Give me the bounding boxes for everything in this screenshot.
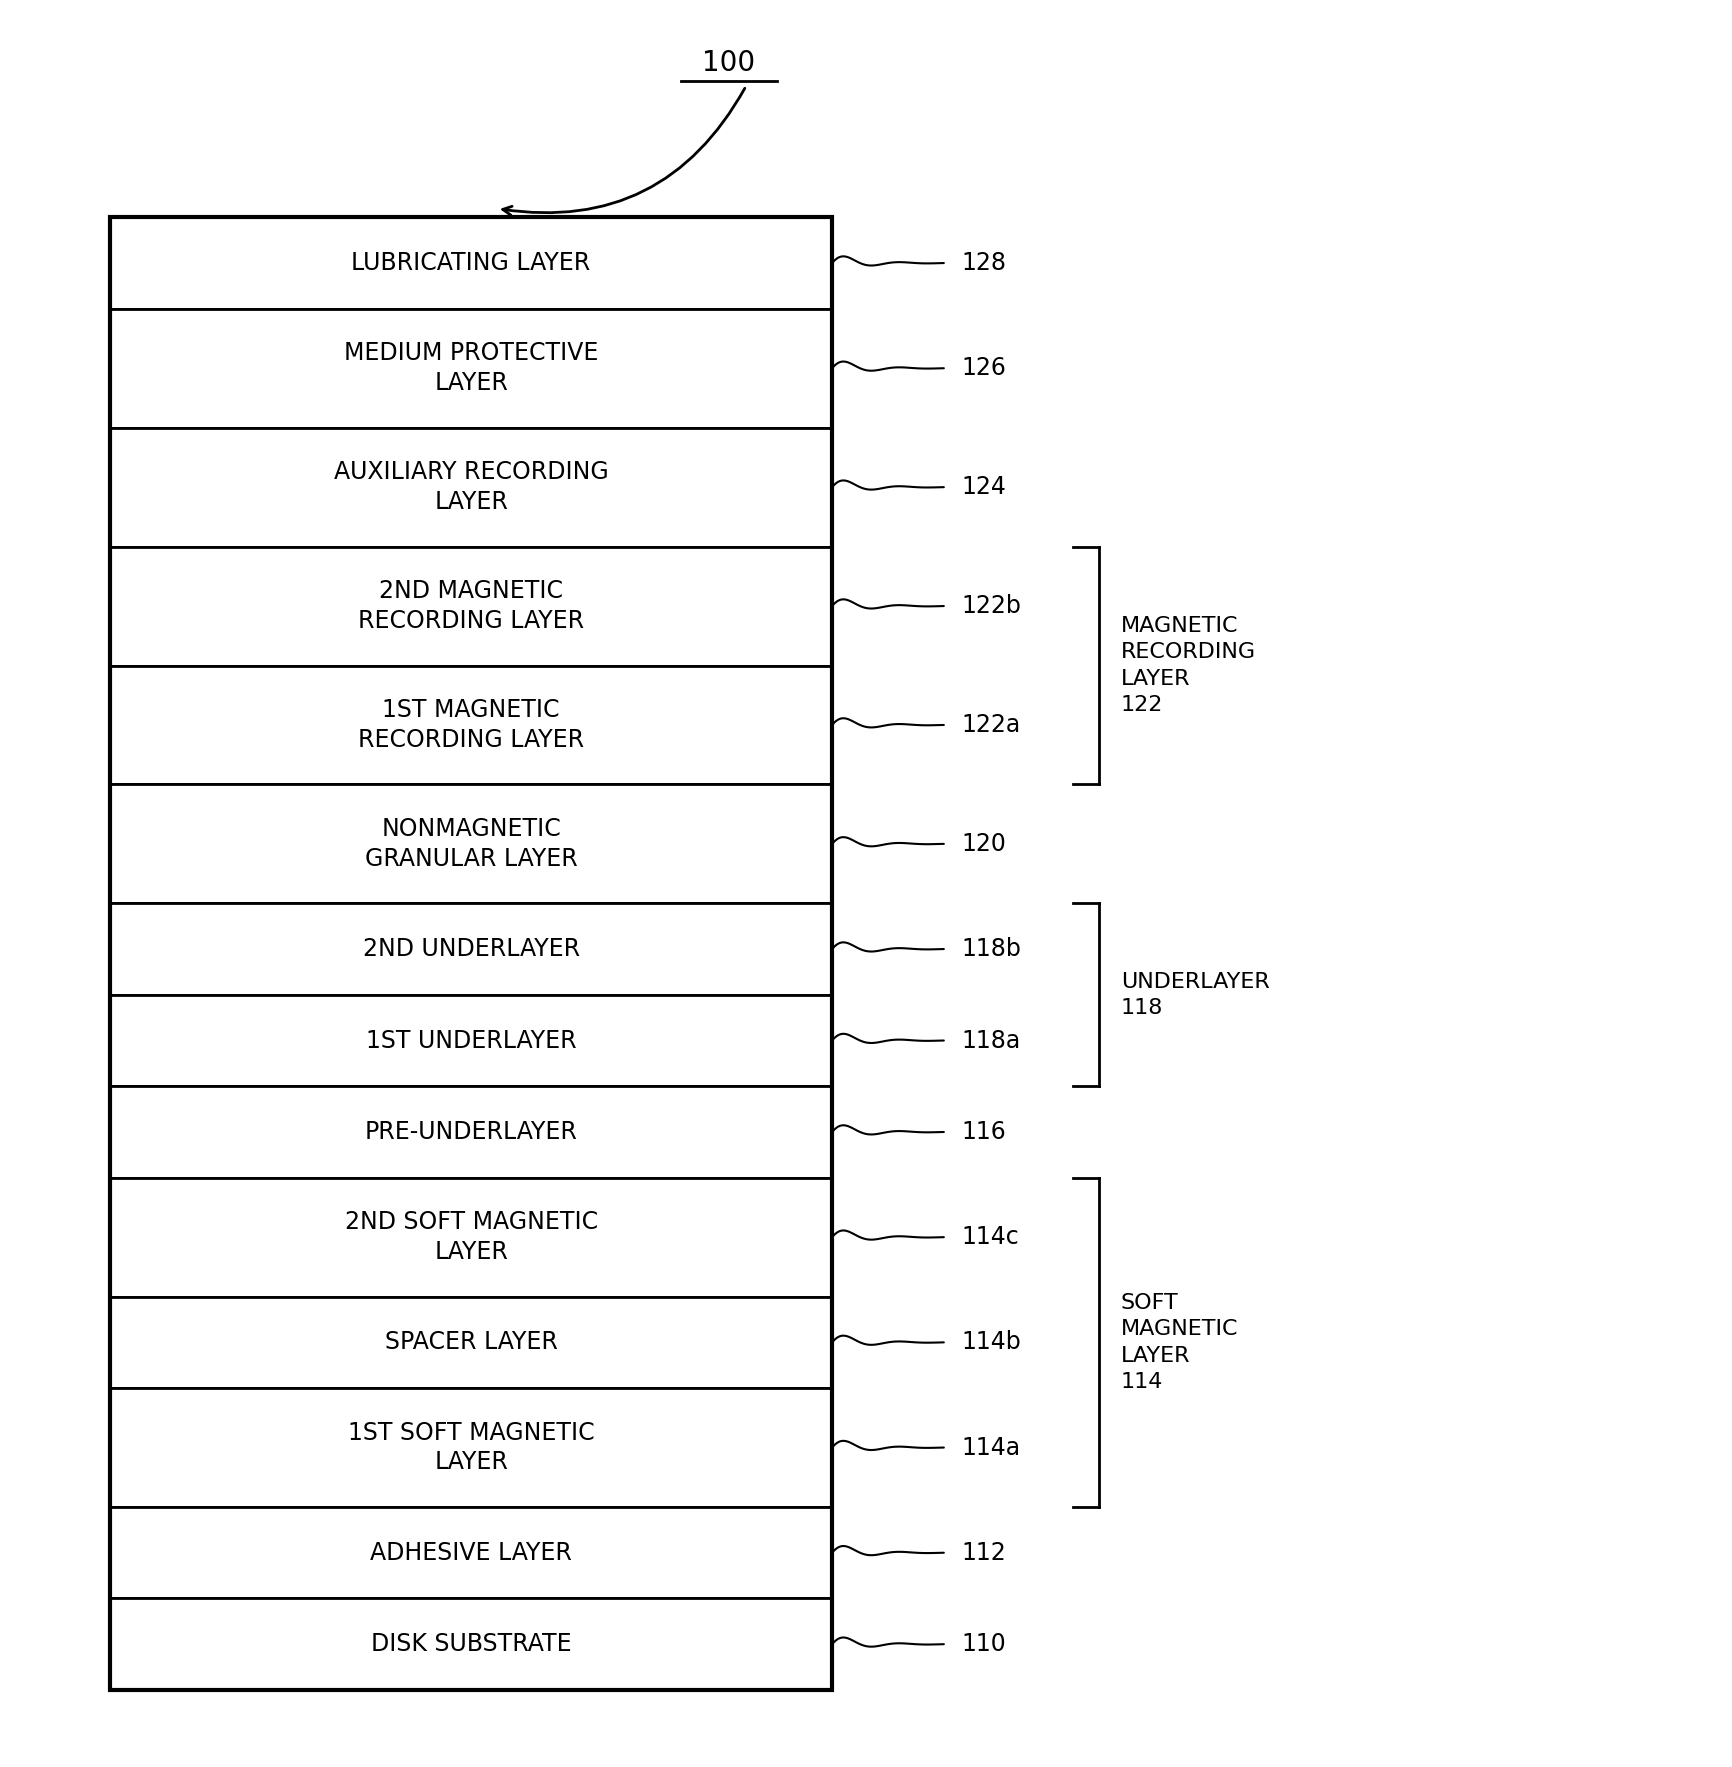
Text: 114c: 114c bbox=[961, 1225, 1018, 1249]
Text: 116: 116 bbox=[961, 1120, 1005, 1143]
Bar bbox=[111, 1389, 831, 1507]
Text: LUBRICATING LAYER: LUBRICATING LAYER bbox=[352, 251, 591, 276]
Bar bbox=[111, 785, 831, 903]
Bar bbox=[111, 1297, 831, 1389]
Text: 118a: 118a bbox=[961, 1028, 1020, 1053]
Bar bbox=[111, 903, 831, 995]
Text: SOFT
MAGNETIC
LAYER
114: SOFT MAGNETIC LAYER 114 bbox=[1121, 1293, 1238, 1392]
Text: ADHESIVE LAYER: ADHESIVE LAYER bbox=[371, 1541, 572, 1566]
Text: MAGNETIC
RECORDING
LAYER
122: MAGNETIC RECORDING LAYER 122 bbox=[1121, 617, 1256, 716]
Text: 128: 128 bbox=[961, 251, 1006, 276]
Text: 1ST UNDERLAYER: 1ST UNDERLAYER bbox=[365, 1028, 577, 1053]
Bar bbox=[111, 217, 831, 309]
Bar bbox=[111, 1599, 831, 1689]
Text: 114b: 114b bbox=[961, 1331, 1020, 1354]
Text: 118b: 118b bbox=[961, 937, 1020, 961]
Text: 126: 126 bbox=[961, 357, 1005, 380]
Text: MEDIUM PROTECTIVE
LAYER: MEDIUM PROTECTIVE LAYER bbox=[343, 341, 598, 396]
Text: 1ST MAGNETIC
RECORDING LAYER: 1ST MAGNETIC RECORDING LAYER bbox=[359, 698, 584, 751]
Text: 1ST SOFT MAGNETIC
LAYER: 1ST SOFT MAGNETIC LAYER bbox=[348, 1421, 594, 1474]
Text: 124: 124 bbox=[961, 475, 1005, 498]
Text: 114a: 114a bbox=[961, 1435, 1020, 1460]
Bar bbox=[111, 428, 831, 546]
Text: AUXILIARY RECORDING
LAYER: AUXILIARY RECORDING LAYER bbox=[334, 459, 608, 514]
Bar bbox=[111, 217, 831, 1689]
Text: 110: 110 bbox=[961, 1633, 1005, 1656]
Text: 120: 120 bbox=[961, 832, 1005, 855]
Text: 2ND SOFT MAGNETIC
LAYER: 2ND SOFT MAGNETIC LAYER bbox=[345, 1210, 598, 1263]
Text: NONMAGNETIC
GRANULAR LAYER: NONMAGNETIC GRANULAR LAYER bbox=[364, 816, 577, 871]
Bar bbox=[111, 995, 831, 1087]
Text: UNDERLAYER
118: UNDERLAYER 118 bbox=[1121, 972, 1270, 1018]
Bar bbox=[111, 1507, 831, 1599]
Text: SPACER LAYER: SPACER LAYER bbox=[385, 1331, 558, 1354]
Bar bbox=[111, 546, 831, 666]
Text: 122a: 122a bbox=[961, 712, 1020, 737]
Bar bbox=[111, 309, 831, 428]
Text: PRE-UNDERLAYER: PRE-UNDERLAYER bbox=[364, 1120, 577, 1143]
Text: 112: 112 bbox=[961, 1541, 1005, 1566]
Bar bbox=[111, 1087, 831, 1179]
Bar bbox=[111, 1179, 831, 1297]
Text: 100: 100 bbox=[701, 49, 755, 78]
Text: 2ND UNDERLAYER: 2ND UNDERLAYER bbox=[362, 937, 578, 961]
Text: 2ND MAGNETIC
RECORDING LAYER: 2ND MAGNETIC RECORDING LAYER bbox=[359, 580, 584, 633]
Text: DISK SUBSTRATE: DISK SUBSTRATE bbox=[371, 1633, 572, 1656]
Text: 122b: 122b bbox=[961, 594, 1020, 618]
Bar bbox=[111, 666, 831, 785]
